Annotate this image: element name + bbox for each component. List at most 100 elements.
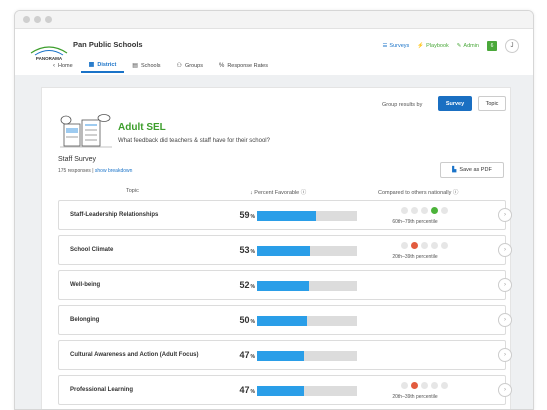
- row-percent: 52%: [231, 271, 255, 299]
- sort-arrow-icon: ↓: [250, 190, 253, 196]
- percentile-label: 20th–39th percentile: [392, 394, 438, 400]
- groups-icon: ⚇: [176, 63, 182, 69]
- row-percent: 59%: [231, 201, 255, 229]
- table-row[interactable]: School Climate 53% 20th–39th percentile ›: [58, 235, 512, 265]
- column-header-percent[interactable]: ↓ Percent Favorable ⓘ: [250, 188, 306, 196]
- column-header-compared: Compared to others nationally ⓘ: [378, 188, 458, 196]
- row-percent: 47%: [231, 376, 255, 404]
- favorable-bar-fill: [257, 351, 304, 361]
- percent-icon: %: [218, 63, 225, 69]
- playbook-link[interactable]: ⚡ Playbook: [417, 43, 449, 49]
- comparison-dot-icon: [441, 242, 448, 249]
- help-icon[interactable]: ⓘ: [452, 190, 459, 196]
- row-topic: Belonging: [70, 316, 100, 323]
- playbook-label: Playbook: [426, 43, 449, 49]
- surveys-link[interactable]: ☰ Surveys: [382, 43, 409, 49]
- expand-chevron-icon[interactable]: ›: [498, 383, 512, 397]
- main-tabs: ‹ Home ▦ District ▤ Schools ⚇ Groups % R…: [45, 59, 276, 73]
- section-title: Adult SEL: [118, 122, 166, 133]
- expand-chevron-icon[interactable]: ›: [498, 348, 512, 362]
- tab-district[interactable]: ▦ District: [80, 59, 125, 73]
- row-topic: School Climate: [70, 246, 114, 253]
- tab-home[interactable]: ‹ Home: [45, 59, 81, 73]
- school-icon: ▤: [132, 63, 138, 69]
- browser-window: PANORAMA Pan Public Schools ☰ Surveys ⚡ …: [14, 10, 534, 410]
- comparison-dot-icon: [411, 242, 418, 249]
- save-pdf-label: Save as PDF: [459, 167, 492, 173]
- favorable-bar-fill: [257, 211, 316, 221]
- percent-sign: %: [250, 213, 255, 220]
- favorable-bar-fill: [257, 316, 307, 326]
- column-header-compared-label: Compared to others nationally: [378, 190, 452, 196]
- percent-sign: %: [250, 283, 255, 290]
- tab-label: Groups: [184, 63, 203, 69]
- comparison-dot-icon: [401, 382, 408, 389]
- tab-label: District: [97, 62, 117, 68]
- comparison-dot-icon: [421, 207, 428, 214]
- percentile-label: 60th–79th percentile: [392, 219, 438, 225]
- row-topic: Professional Learning: [70, 386, 134, 393]
- percent-sign: %: [250, 248, 255, 255]
- row-topic: Staff-Leadership Relationships: [70, 211, 159, 218]
- table-row[interactable]: Belonging 50% ›: [58, 305, 512, 335]
- responses-line: 175 responses | show breakdown: [58, 168, 132, 174]
- topic-rows: Staff-Leadership Relationships 59% 60th–79…: [58, 200, 512, 409]
- building-icon: ▦: [88, 62, 95, 68]
- favorable-bar-track: [257, 386, 357, 396]
- help-icon[interactable]: ⓘ: [300, 190, 307, 196]
- comparison-dots: [401, 382, 448, 389]
- avatar[interactable]: J: [505, 39, 519, 53]
- favorable-bar-track: [257, 246, 357, 256]
- admin-link[interactable]: ✎ Admin: [457, 43, 479, 49]
- favorable-bar-track: [257, 281, 357, 291]
- comparison-dot-icon: [411, 207, 418, 214]
- expand-chevron-icon[interactable]: ›: [498, 278, 512, 292]
- expand-chevron-icon[interactable]: ›: [498, 208, 512, 222]
- responses-separator: |: [90, 168, 95, 174]
- row-percent-value: 47: [239, 350, 250, 360]
- window-dot-icon[interactable]: [45, 16, 52, 23]
- table-row[interactable]: Cultural Awareness and Action (Adult Foc…: [58, 340, 512, 370]
- window-dot-icon[interactable]: [34, 16, 41, 23]
- comparison-dots: [401, 207, 448, 214]
- table-row[interactable]: Professional Learning 47% 20th–39th percen…: [58, 375, 512, 405]
- row-percent: 47%: [231, 341, 255, 369]
- row-percent-value: 53: [239, 245, 250, 255]
- tab-schools[interactable]: ▤ Schools: [124, 59, 168, 73]
- expand-chevron-icon[interactable]: ›: [498, 243, 512, 257]
- column-header-percent-label: Percent Favorable: [254, 190, 300, 196]
- save-pdf-button[interactable]: ▙ Save as PDF: [440, 162, 504, 178]
- tab-groups[interactable]: ⚇ Groups: [169, 59, 211, 73]
- window-titlebar: [15, 11, 533, 29]
- row-topic: Well-being: [70, 281, 101, 288]
- chevron-left-icon: ‹: [53, 63, 55, 69]
- comparison-dot-icon: [431, 207, 438, 214]
- feedback-illustration-icon: [60, 114, 112, 148]
- row-topic: Cultural Awareness and Action (Adult Foc…: [70, 351, 199, 358]
- group-by-survey-button[interactable]: Survey: [438, 96, 472, 111]
- playbook-icon: ⚡: [417, 43, 425, 49]
- favorable-bar-fill: [257, 386, 304, 396]
- comparison-dot-icon: [401, 207, 408, 214]
- percent-sign: %: [250, 318, 255, 325]
- favorable-bar-track: [257, 211, 357, 221]
- group-by-topic-button[interactable]: Topic: [478, 96, 506, 111]
- school-name: Pan Public Schools: [73, 40, 143, 49]
- favorable-bar-track: [257, 316, 357, 326]
- show-breakdown-link[interactable]: show breakdown: [94, 168, 133, 174]
- tab-response-rates[interactable]: % Response Rates: [211, 59, 276, 73]
- table-row[interactable]: Staff-Leadership Relationships 59% 60th–79…: [58, 200, 512, 230]
- favorable-bar-fill: [257, 246, 310, 256]
- window-dot-icon[interactable]: [23, 16, 30, 23]
- top-navigation: PANORAMA Pan Public Schools ☰ Surveys ⚡ …: [15, 30, 533, 74]
- group-by-label: Group results by: [382, 102, 423, 108]
- section-subtitle: What feedback did teachers & staff have …: [118, 138, 270, 144]
- table-row[interactable]: Well-being 52% ›: [58, 270, 512, 300]
- nav-right: ☰ Surveys ⚡ Playbook ✎ Admin 6 J: [382, 39, 519, 53]
- row-percent-value: 52: [239, 280, 250, 290]
- panorama-logo[interactable]: PANORAMA: [29, 39, 69, 61]
- surveys-label: Surveys: [389, 43, 410, 49]
- expand-chevron-icon[interactable]: ›: [498, 313, 512, 327]
- row-percent-value: 50: [239, 315, 250, 325]
- notification-badge[interactable]: 6: [487, 41, 497, 51]
